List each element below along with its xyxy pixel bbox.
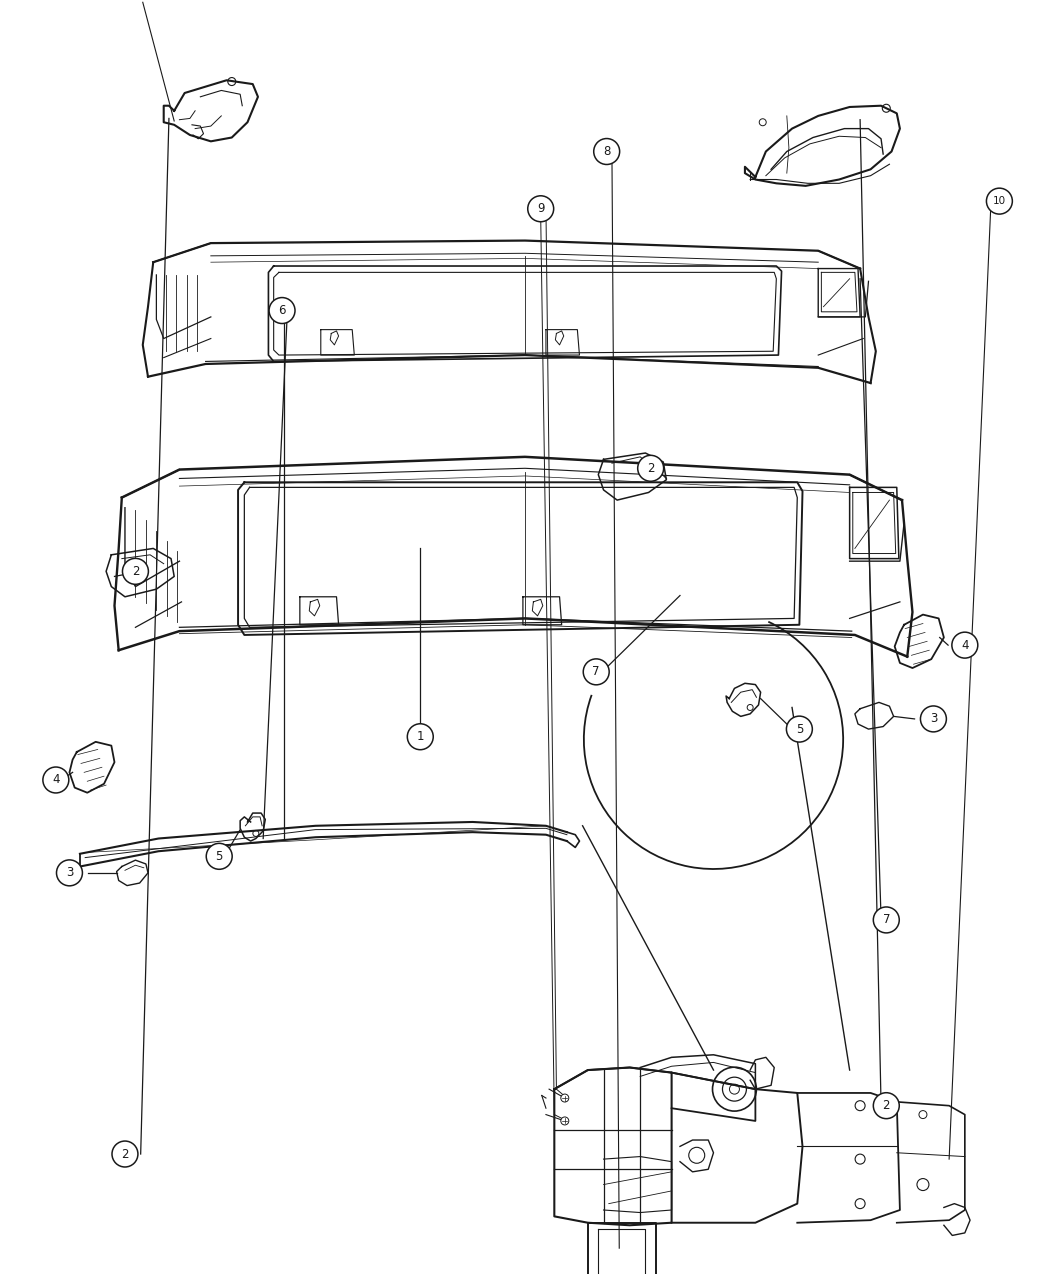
Circle shape — [407, 724, 434, 750]
Circle shape — [561, 1094, 569, 1102]
Text: 9: 9 — [537, 203, 545, 215]
Circle shape — [123, 558, 148, 584]
Text: 3: 3 — [66, 866, 74, 880]
Circle shape — [112, 1141, 138, 1167]
Text: 2: 2 — [121, 1148, 129, 1160]
Circle shape — [952, 632, 978, 658]
Text: 4: 4 — [961, 639, 968, 652]
Text: 5: 5 — [796, 723, 803, 736]
Circle shape — [269, 297, 295, 324]
Circle shape — [57, 859, 82, 886]
Circle shape — [874, 1093, 899, 1118]
Text: 7: 7 — [883, 913, 890, 927]
Text: 5: 5 — [215, 850, 223, 863]
Circle shape — [637, 455, 664, 481]
Circle shape — [528, 196, 553, 222]
Text: 3: 3 — [929, 713, 937, 725]
Circle shape — [986, 189, 1012, 214]
Circle shape — [874, 907, 899, 933]
Text: 8: 8 — [603, 145, 610, 158]
Text: 2: 2 — [647, 462, 654, 474]
Circle shape — [593, 139, 620, 164]
Text: 1: 1 — [417, 731, 424, 743]
Text: 6: 6 — [278, 303, 286, 317]
Text: 10: 10 — [993, 196, 1006, 207]
Text: 7: 7 — [592, 666, 600, 678]
Text: 4: 4 — [52, 774, 60, 787]
Circle shape — [921, 706, 946, 732]
Circle shape — [786, 717, 813, 742]
Circle shape — [43, 768, 69, 793]
Text: 2: 2 — [883, 1099, 890, 1112]
Circle shape — [583, 659, 609, 685]
Text: 2: 2 — [131, 565, 140, 578]
Circle shape — [206, 843, 232, 870]
Circle shape — [561, 1117, 569, 1125]
